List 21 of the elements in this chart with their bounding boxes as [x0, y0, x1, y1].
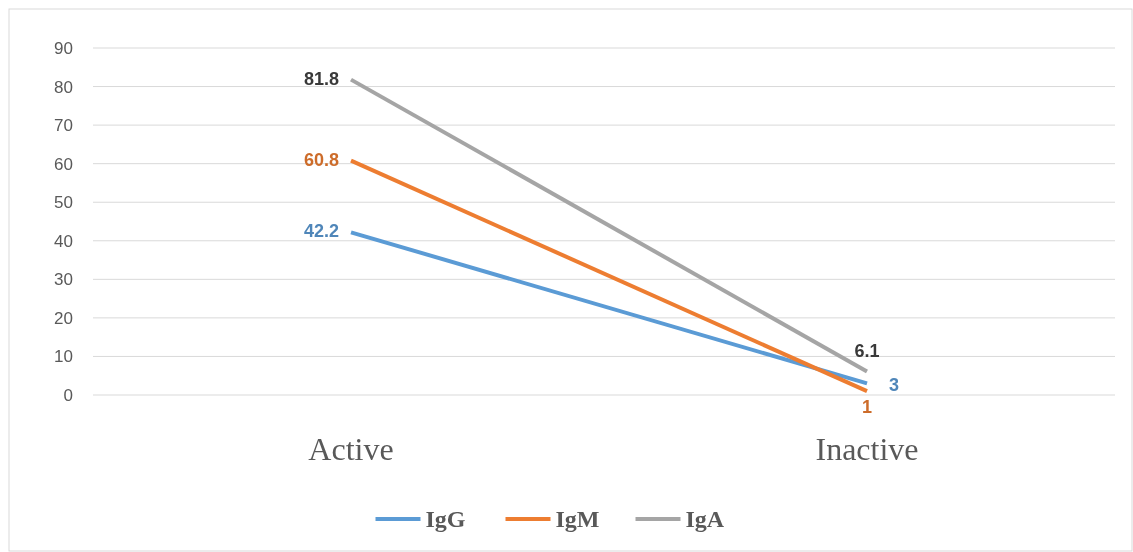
y-tick-label: 10: [54, 347, 73, 367]
legend-label: IgG: [425, 506, 466, 532]
y-tick-label: 40: [54, 231, 73, 251]
data-label: 60.8: [303, 149, 339, 170]
y-tick-label: 90: [54, 39, 73, 58]
y-tick-label: 0: [63, 386, 73, 405]
x-tick-label: Active: [308, 431, 394, 467]
y-tick-label: 30: [54, 270, 73, 290]
data-label: 3: [889, 375, 900, 396]
data-label: 81.8: [303, 68, 339, 89]
y-tick-label: 80: [54, 77, 73, 97]
data-label: 1: [861, 397, 873, 418]
legend-label: IgM: [555, 506, 600, 532]
data-label: 42.2: [303, 221, 339, 242]
y-tick-label: 70: [54, 116, 73, 136]
data-label: 6.1: [854, 341, 880, 362]
legend-label: IgA: [685, 506, 725, 532]
y-tick-label: 60: [54, 154, 73, 174]
y-tick-label: 50: [54, 193, 73, 213]
y-tick-label: 20: [54, 308, 73, 328]
x-tick-label: Inactive: [815, 431, 919, 467]
